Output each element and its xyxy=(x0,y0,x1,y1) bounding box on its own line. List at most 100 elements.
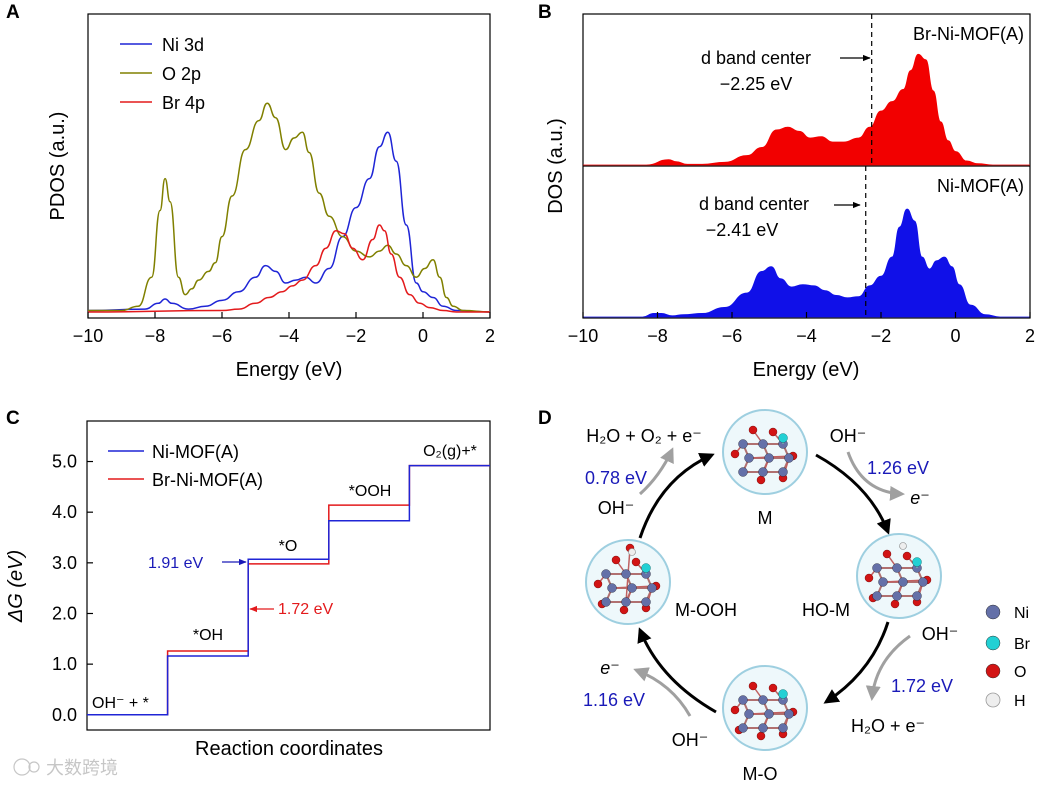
nickel-atom xyxy=(758,467,768,477)
panel-c-y-ticks: 0.0 1.0 2.0 3.0 4.0 5.0 xyxy=(52,452,93,725)
panel-d: D M HO-M M-O M-OOH xyxy=(538,408,1031,784)
oxygen-atom xyxy=(619,605,629,615)
state-m-label: M xyxy=(758,508,773,528)
bromine-atom xyxy=(912,557,922,567)
state-m-o-label: M-O xyxy=(743,764,778,784)
legend-atom-ni-label: Ni xyxy=(1014,605,1029,622)
x-tick-label: −8 xyxy=(145,326,166,346)
x-tick-label: −2 xyxy=(871,326,892,346)
step4-energy: 0.78 eV xyxy=(585,468,647,488)
legend-label-o2p: O 2p xyxy=(162,64,201,84)
panel-c-series xyxy=(87,464,490,716)
oxygen-atom xyxy=(748,681,758,691)
panel-a-y-axis-label: PDOS (a.u.) xyxy=(47,112,69,221)
panel-b: B −10 −8 −6 −4 −2 0 2 Energy (eV) DOS (a.u.) B… xyxy=(538,2,1035,381)
nickel-atom xyxy=(892,591,902,601)
state-m: M xyxy=(722,409,808,528)
nickel-atom xyxy=(738,467,748,477)
x-tick-label: 2 xyxy=(485,326,495,346)
panel-b-y-axis-label: DOS (a.u.) xyxy=(545,118,567,214)
step2-product: H₂O + e⁻ xyxy=(851,716,925,736)
oxygen-atom xyxy=(768,683,778,693)
x-tick-label: −2 xyxy=(346,326,367,346)
cycle-arrow-hom-to-mo xyxy=(823,621,890,704)
nickel-atom xyxy=(898,577,908,587)
oxygen-atom xyxy=(730,449,740,459)
nickel-atom xyxy=(764,453,774,463)
x-tick-label: −6 xyxy=(212,326,233,346)
nickel-atom xyxy=(601,569,611,579)
state-label-ohminus: OH⁻ + * xyxy=(92,695,149,712)
oxygen-atom xyxy=(730,705,740,715)
y-tick-label: 4.0 xyxy=(52,502,77,522)
bromine-atom xyxy=(778,689,788,699)
panel-b-x-axis-label: Energy (eV) xyxy=(753,359,860,381)
y-tick-label: 5.0 xyxy=(52,452,77,472)
panel-b-series xyxy=(583,14,1030,318)
nickel-atom xyxy=(738,695,748,705)
pdos-line-o2p xyxy=(88,102,491,313)
step4-reactant: OH⁻ xyxy=(598,498,635,518)
pdos-line-ni3d xyxy=(87,131,491,313)
state-m-ooh: M-OOH xyxy=(585,539,737,625)
oxygen-atom xyxy=(864,573,874,583)
oxygen-atom xyxy=(593,579,603,589)
bromine-atom xyxy=(641,563,651,573)
y-tick-label: 0.0 xyxy=(52,705,77,725)
legend-atom-br xyxy=(985,635,1001,651)
step4-product: H₂O + O₂ + e⁻ xyxy=(586,426,702,446)
nickel-atom xyxy=(601,597,611,607)
oxygen-atom xyxy=(882,549,892,559)
nickel-atom xyxy=(627,583,637,593)
panel-a-label: A xyxy=(6,2,20,23)
panel-c-frame xyxy=(86,420,491,731)
panel-c-y-axis-label: ΔG (eV) xyxy=(5,550,27,623)
panel-d-label: D xyxy=(538,408,552,429)
y-tick-label: 1.0 xyxy=(52,654,77,674)
legend-atom-ni xyxy=(985,604,1001,620)
y-tick-label: 2.0 xyxy=(52,603,77,623)
energy-steps-nimofa xyxy=(87,464,490,716)
step1-product: e⁻ xyxy=(910,488,930,508)
cycle-arrow-mooh-to-m xyxy=(638,453,715,539)
pdos-line-br4p xyxy=(87,224,490,313)
state-label-o: *O xyxy=(279,538,298,555)
panel-c-x-axis-label: Reaction coordinates xyxy=(195,738,383,760)
nickel-atom xyxy=(784,453,794,463)
nickel-atom xyxy=(758,695,768,705)
x-tick-label: −10 xyxy=(73,326,104,346)
panel-a-series xyxy=(87,102,491,313)
x-tick-label: 0 xyxy=(950,326,960,346)
nickel-atom xyxy=(744,453,754,463)
oxygen-atom xyxy=(890,599,900,609)
panel-a-frame xyxy=(87,13,491,319)
panel-b-series-label-brnimof: Br-Ni-MOF(A) xyxy=(913,24,1024,44)
cycle-arrow-m-to-hom xyxy=(815,453,891,535)
annotation-brnimof-step: 1.72 eV xyxy=(278,601,333,618)
legend-atom-h xyxy=(985,692,1001,708)
oxygen-atom xyxy=(631,557,641,567)
hydrogen-atom xyxy=(899,542,907,550)
d-band-value-top: −2.25 eV xyxy=(720,74,793,94)
step1-energy: 1.26 eV xyxy=(867,458,929,478)
cycle-arrow-mo-to-mooh xyxy=(637,627,717,714)
panel-a-legend: Ni 3d O 2p Br 4p xyxy=(120,35,205,113)
nickel-atom xyxy=(912,591,922,601)
state-m-ooh-label: M-OOH xyxy=(675,600,737,620)
state-ho-m-label: HO-M xyxy=(802,600,850,620)
step2-reactant: OH⁻ xyxy=(922,624,959,644)
nickel-atom xyxy=(892,563,902,573)
panel-c-legend: Ni-MOF(A) Br-Ni-MOF(A) xyxy=(108,442,263,490)
annotation-nimof-step: 1.91 eV xyxy=(148,555,203,572)
nickel-atom xyxy=(758,723,768,733)
oxygen-atom xyxy=(756,475,766,485)
state-label-o2: O₂(g)+* xyxy=(423,443,477,460)
atom-legend: Ni Br O H xyxy=(985,604,1031,710)
legend-label-nimof: Ni-MOF(A) xyxy=(152,442,239,462)
nickel-atom xyxy=(621,597,631,607)
legend-label-ni3d: Ni 3d xyxy=(162,35,204,55)
nickel-atom xyxy=(647,583,657,593)
legend-atom-br-label: Br xyxy=(1014,636,1031,653)
step3-reactant: OH⁻ xyxy=(672,730,709,750)
state-m-o: M-O xyxy=(722,665,808,784)
